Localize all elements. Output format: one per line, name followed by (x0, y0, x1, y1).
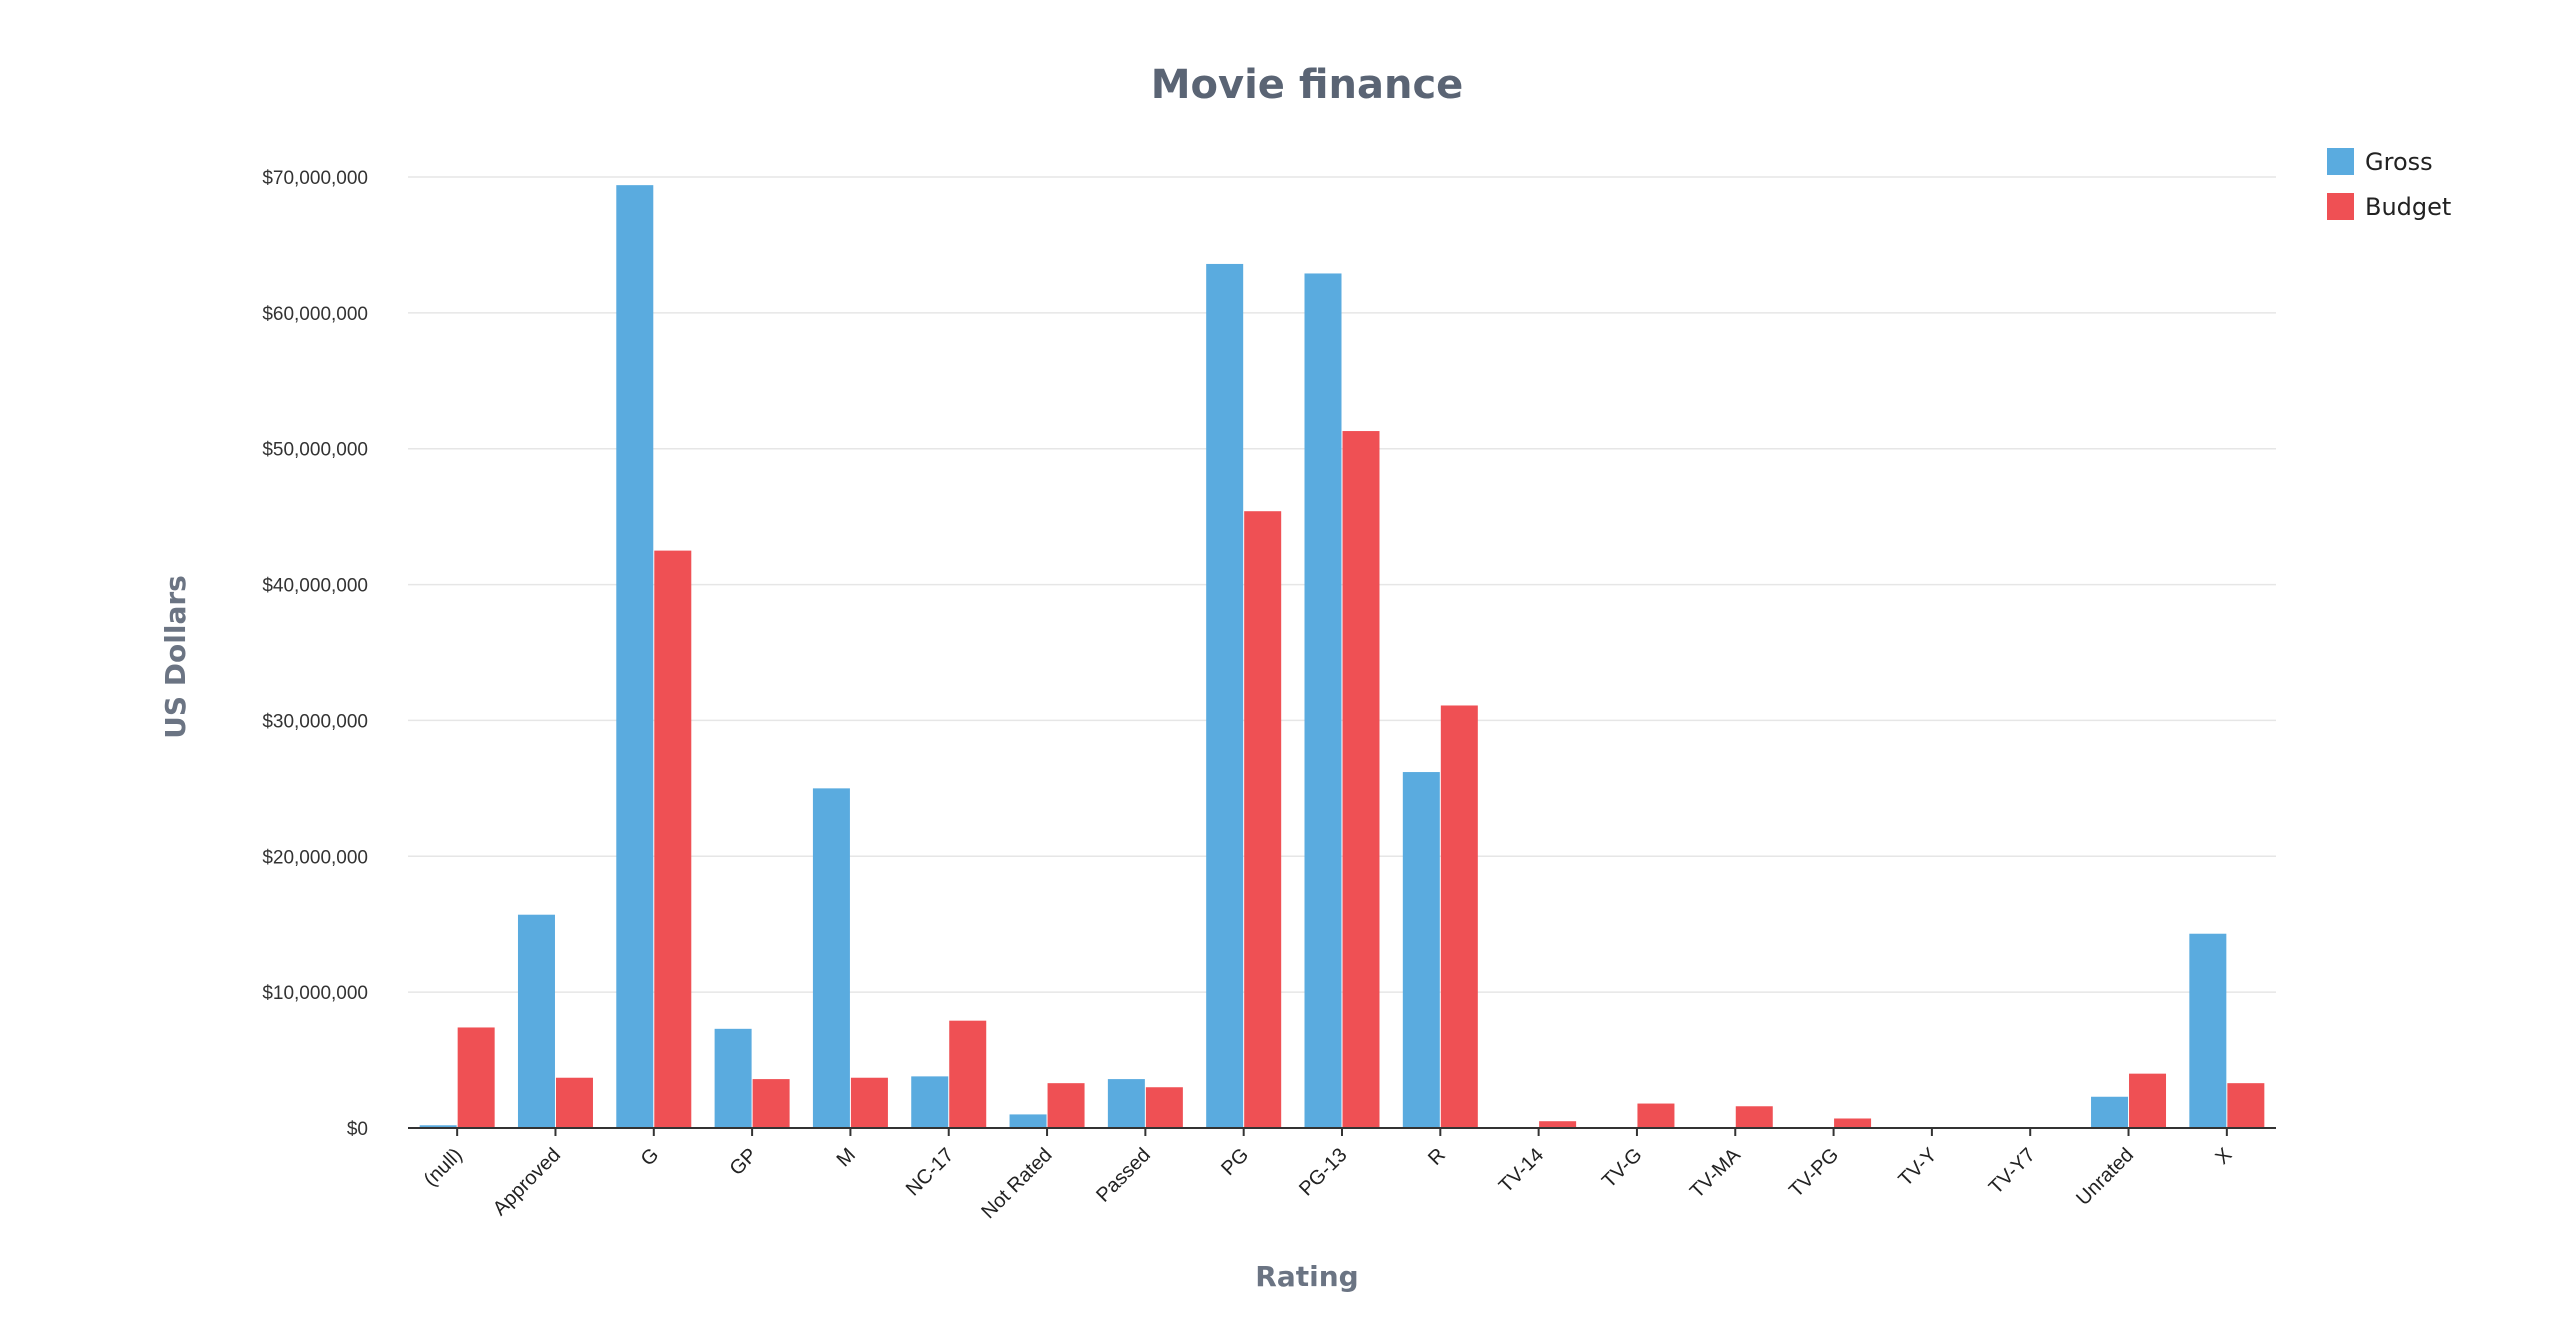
x-tick-label: TV-Y7 (1985, 1144, 2040, 1199)
x-tick-label: PG (1217, 1144, 1253, 1180)
x-tick-label: TV-Y (1894, 1144, 1941, 1191)
legend-swatch-gross[interactable] (2327, 148, 2354, 175)
x-tick-label: G (637, 1144, 664, 1171)
bar-gross-5[interactable] (911, 1076, 949, 1128)
bar-gross-17[interactable] (2091, 1096, 2129, 1128)
bar-budget-18[interactable] (2227, 1083, 2265, 1128)
y-tick-label: $40,000,000 (262, 576, 368, 597)
bar-gross-0[interactable] (419, 1125, 457, 1128)
bar-gross-4[interactable] (812, 788, 850, 1128)
x-tick-label: PG-13 (1295, 1144, 1351, 1200)
bar-gross-7[interactable] (1107, 1079, 1145, 1128)
x-tick-label: R (1424, 1144, 1450, 1170)
bar-budget-6[interactable] (1047, 1083, 1085, 1128)
y-axis-ticks: $0 $10,000,000 $20,000,000 $30,000,000 $40,0… (262, 168, 368, 1140)
y-tick-label: $30,000,000 (262, 711, 368, 732)
x-tick-label: Not Rated (977, 1144, 1056, 1223)
bar-budget-3[interactable] (752, 1079, 790, 1128)
x-axis-ticks: (null) Approved G GP M NC-17 Not Rated Passed PG… (420, 1128, 2236, 1223)
x-tick-label: TV-MA (1686, 1144, 1745, 1203)
bar-budget-5[interactable] (949, 1020, 987, 1128)
bar-budget-1[interactable] (555, 1077, 593, 1128)
bar-budget-9[interactable] (1342, 431, 1380, 1128)
legend-swatch-budget[interactable] (2327, 193, 2354, 220)
legend-label-budget[interactable]: Budget (2365, 193, 2451, 221)
x-tick-label: X (2211, 1144, 2236, 1169)
bar-gross-3[interactable] (714, 1028, 752, 1128)
y-axis-title: US Dollars (159, 575, 192, 739)
bar-budget-11[interactable] (1539, 1121, 1577, 1128)
x-tick-label: M (833, 1144, 860, 1171)
bar-budget-14[interactable] (1834, 1118, 1872, 1128)
bar-gross-6[interactable] (1009, 1114, 1047, 1128)
x-tick-label: TV-14 (1495, 1144, 1548, 1197)
legend-label-gross[interactable]: Gross (2365, 148, 2433, 176)
bar-budget-17[interactable] (2129, 1073, 2167, 1128)
chart-title: Movie finance (1151, 62, 1464, 108)
y-tick-label: $0 (347, 1119, 368, 1140)
y-tick-label: $70,000,000 (262, 168, 368, 189)
bar-gross-10[interactable] (1402, 772, 1440, 1128)
bar-gross-1[interactable] (517, 914, 555, 1128)
x-axis-title: Rating (1255, 1260, 1358, 1293)
x-tick-label: TV-G (1598, 1144, 1647, 1193)
y-tick-label: $20,000,000 (262, 847, 368, 868)
x-tick-label: NC-17 (902, 1144, 958, 1200)
bar-budget-0[interactable] (457, 1027, 495, 1128)
bar-budget-12[interactable] (1637, 1103, 1675, 1128)
y-tick-label: $50,000,000 (262, 440, 368, 461)
y-tick-label: $60,000,000 (262, 304, 368, 325)
y-tick-label: $10,000,000 (262, 983, 368, 1004)
x-tick-label: Unrated (2072, 1144, 2138, 1210)
bar-budget-8[interactable] (1244, 511, 1282, 1128)
bar-gross-2[interactable] (616, 185, 654, 1128)
legend: Gross Budget (2327, 148, 2451, 221)
bar-gross-8[interactable] (1206, 263, 1244, 1128)
bar-budget-10[interactable] (1440, 705, 1478, 1128)
bar-gross-9[interactable] (1304, 273, 1342, 1128)
bar-budget-2[interactable] (654, 550, 692, 1128)
x-tick-label: Passed (1092, 1144, 1155, 1207)
x-tick-label: Approved (489, 1144, 565, 1220)
x-tick-label: GP (726, 1144, 762, 1180)
bar-budget-7[interactable] (1145, 1087, 1183, 1128)
bars (419, 185, 2265, 1128)
x-tick-label: TV-PG (1785, 1144, 1843, 1202)
bar-budget-4[interactable] (850, 1077, 888, 1128)
gridlines (408, 176, 2276, 993)
x-tick-label: (null) (420, 1144, 467, 1191)
bar-gross-18[interactable] (2189, 933, 2227, 1128)
bar-budget-13[interactable] (1735, 1106, 1773, 1128)
